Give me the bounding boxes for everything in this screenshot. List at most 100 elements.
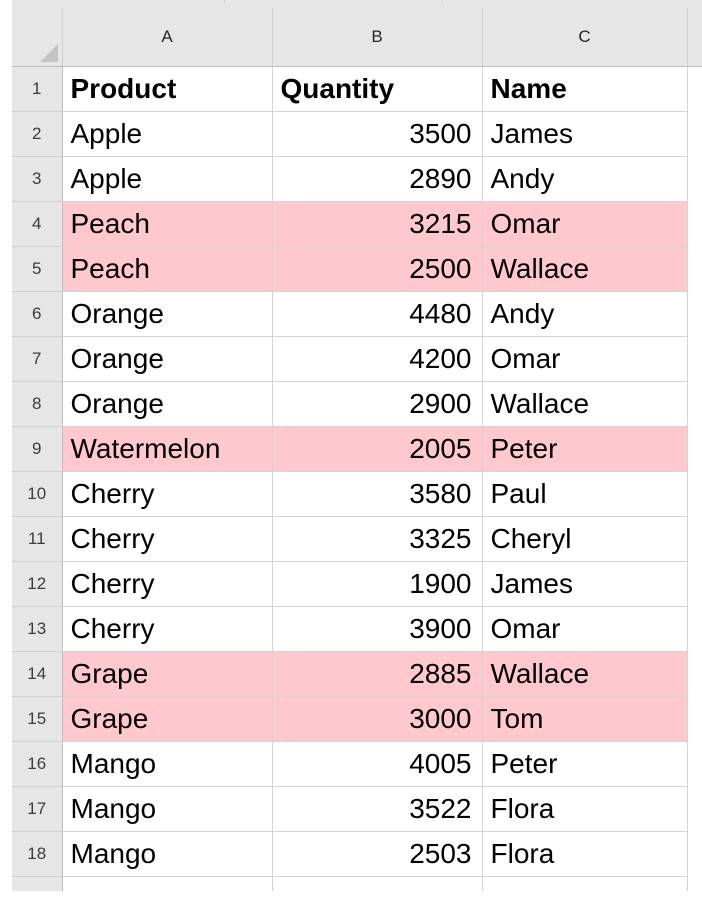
cell-product[interactable]: Grape — [62, 696, 273, 742]
cell-name[interactable]: Wallace — [482, 246, 688, 292]
select-all-corner[interactable] — [12, 8, 63, 67]
cell-quantity[interactable]: 2900 — [272, 381, 483, 427]
cell-partial — [62, 876, 273, 891]
cell-product[interactable]: Apple — [62, 111, 273, 157]
cell-product[interactable]: Cherry — [62, 561, 273, 607]
cell-quantity[interactable]: 2500 — [272, 246, 483, 292]
row-header[interactable]: 7 — [12, 336, 63, 382]
row-header[interactable]: 14 — [12, 651, 63, 697]
cell-name[interactable]: Omar — [482, 336, 688, 382]
row-header[interactable]: 10 — [12, 471, 63, 517]
cell-name[interactable]: Peter — [482, 426, 688, 472]
cell-name[interactable]: Flora — [482, 831, 688, 877]
row-header[interactable]: 9 — [12, 426, 63, 472]
cell-product[interactable]: Mango — [62, 786, 273, 832]
cell-product-header[interactable]: Product — [62, 66, 273, 112]
row-header[interactable]: 6 — [12, 291, 63, 337]
row-overflow — [687, 741, 702, 787]
cell-product[interactable]: Peach — [62, 201, 273, 247]
cell-product[interactable]: Orange — [62, 291, 273, 337]
cell-product[interactable]: Peach — [62, 246, 273, 292]
row-overflow — [687, 516, 702, 562]
cell-quantity[interactable]: 2890 — [272, 156, 483, 202]
table-row: 14 Grape 2885 Wallace — [12, 651, 702, 697]
row-header[interactable]: 5 — [12, 246, 63, 292]
table-row: 17 Mango 3522 Flora — [12, 786, 702, 832]
row-header[interactable]: 1 — [12, 66, 63, 112]
table-row: 3 Apple 2890 Andy — [12, 156, 702, 202]
cell-name[interactable]: Tom — [482, 696, 688, 742]
row-overflow — [687, 156, 702, 202]
row-overflow — [687, 111, 702, 157]
cell-product[interactable]: Mango — [62, 741, 273, 787]
cell-name[interactable]: Wallace — [482, 381, 688, 427]
cell-name[interactable]: Flora — [482, 786, 688, 832]
row-overflow — [687, 66, 702, 112]
cell-quantity[interactable]: 1900 — [272, 561, 483, 607]
cell-quantity[interactable]: 3215 — [272, 201, 483, 247]
cell-product[interactable]: Mango — [62, 831, 273, 877]
row-header[interactable]: 18 — [12, 831, 63, 877]
table-row: 12 Cherry 1900 James — [12, 561, 702, 607]
cell-product[interactable]: Cherry — [62, 606, 273, 652]
row-header[interactable]: 4 — [12, 201, 63, 247]
cell-product[interactable]: Cherry — [62, 471, 273, 517]
cell-name[interactable]: Peter — [482, 741, 688, 787]
cell-product[interactable]: Watermelon — [62, 426, 273, 472]
row-header[interactable]: 15 — [12, 696, 63, 742]
cell-quantity[interactable]: 2005 — [272, 426, 483, 472]
cell-name-header[interactable]: Name — [482, 66, 688, 112]
cell-name[interactable]: James — [482, 561, 688, 607]
cell-quantity[interactable]: 3900 — [272, 606, 483, 652]
cell-name[interactable]: Andy — [482, 156, 688, 202]
cell-name[interactable]: Andy — [482, 291, 688, 337]
row-header[interactable]: 12 — [12, 561, 63, 607]
cell-quantity[interactable]: 4200 — [272, 336, 483, 382]
cell-name[interactable]: Omar — [482, 606, 688, 652]
row-overflow — [687, 786, 702, 832]
cell-quantity[interactable]: 3000 — [272, 696, 483, 742]
cell-product[interactable]: Cherry — [62, 516, 273, 562]
row-header[interactable]: 2 — [12, 111, 63, 157]
cell-partial — [272, 876, 483, 891]
cell-quantity[interactable]: 3500 — [272, 111, 483, 157]
cell-quantity[interactable]: 4480 — [272, 291, 483, 337]
column-header-c[interactable]: C — [482, 8, 688, 67]
row-header[interactable]: 16 — [12, 741, 63, 787]
row-overflow — [687, 561, 702, 607]
cell-quantity[interactable]: 2503 — [272, 831, 483, 877]
cell-quantity-header[interactable]: Quantity — [272, 66, 483, 112]
row-header[interactable]: 8 — [12, 381, 63, 427]
row-overflow — [687, 201, 702, 247]
select-all-triangle-icon — [39, 44, 58, 62]
cell-product[interactable]: Grape — [62, 651, 273, 697]
row-header[interactable]: 13 — [12, 606, 63, 652]
cell-product[interactable]: Orange — [62, 381, 273, 427]
row-overflow — [687, 606, 702, 652]
partial-row — [12, 876, 702, 891]
cell-quantity[interactable]: 3522 — [272, 786, 483, 832]
column-header-a[interactable]: A — [62, 8, 273, 67]
column-header-b[interactable]: B — [272, 8, 483, 67]
cell-quantity[interactable]: 3325 — [272, 516, 483, 562]
row-overflow — [687, 381, 702, 427]
table-header-row: 1 Product Quantity Name — [12, 66, 702, 112]
table-row: 16 Mango 4005 Peter — [12, 741, 702, 787]
row-header[interactable]: 3 — [12, 156, 63, 202]
row-header[interactable]: 11 — [12, 516, 63, 562]
cell-product[interactable]: Orange — [62, 336, 273, 382]
cell-name[interactable]: Cheryl — [482, 516, 688, 562]
cell-name[interactable]: James — [482, 111, 688, 157]
row-overflow — [687, 291, 702, 337]
row-header[interactable]: 17 — [12, 786, 63, 832]
cell-quantity[interactable]: 2885 — [272, 651, 483, 697]
row-overflow — [687, 651, 702, 697]
table-row: 11 Cherry 3325 Cheryl — [12, 516, 702, 562]
cell-quantity[interactable]: 4005 — [272, 741, 483, 787]
table-row: 2 Apple 3500 James — [12, 111, 702, 157]
cell-name[interactable]: Omar — [482, 201, 688, 247]
cell-name[interactable]: Paul — [482, 471, 688, 517]
cell-product[interactable]: Apple — [62, 156, 273, 202]
cell-quantity[interactable]: 3580 — [272, 471, 483, 517]
cell-name[interactable]: Wallace — [482, 651, 688, 697]
